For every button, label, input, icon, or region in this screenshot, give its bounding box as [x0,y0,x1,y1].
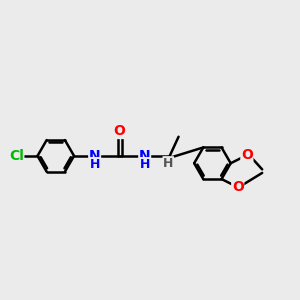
Text: H: H [90,158,101,171]
Text: O: O [241,148,253,162]
Text: H: H [140,158,151,171]
Text: H: H [163,157,173,170]
Text: Cl: Cl [9,149,24,163]
Text: O: O [114,124,126,139]
Text: N: N [139,149,151,163]
Text: N: N [89,149,100,163]
Text: O: O [232,180,244,194]
